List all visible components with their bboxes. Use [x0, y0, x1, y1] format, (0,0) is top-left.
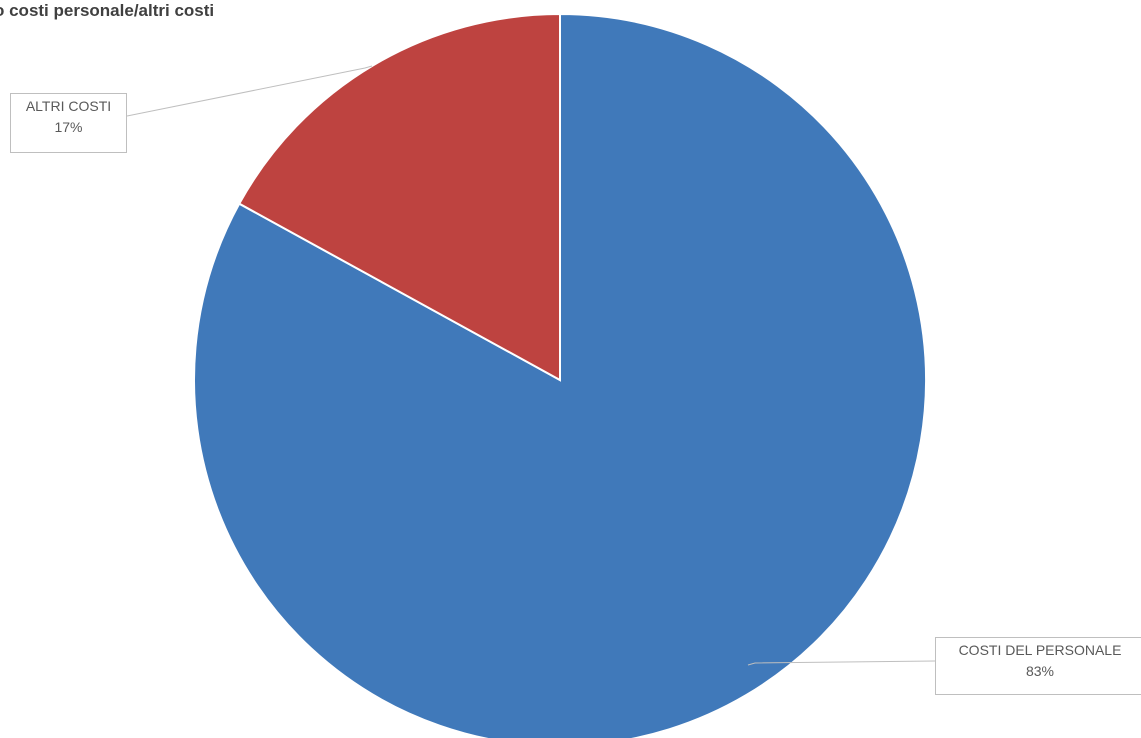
data-label-costi-del-personale-value: 83% — [1025, 663, 1055, 679]
leader-line-altri-costi — [126, 65, 373, 117]
data-label-altri-costi-value: 17% — [54, 119, 83, 135]
data-label-costi-del-personale: COSTI DEL PERSONALE 83% — [935, 637, 1141, 695]
chart-title: o costi personale/altri costi — [0, 1, 215, 20]
data-label-altri-costi-name: ALTRI COSTI — [25, 98, 112, 114]
slice-altri-costi — [237, 12, 561, 382]
data-label-costi-del-personale-name: COSTI DEL PERSONALE — [958, 642, 1122, 658]
leader-line-costi-del-personale — [747, 660, 936, 666]
data-label-altri-costi: ALTRI COSTI 17% — [10, 93, 127, 153]
